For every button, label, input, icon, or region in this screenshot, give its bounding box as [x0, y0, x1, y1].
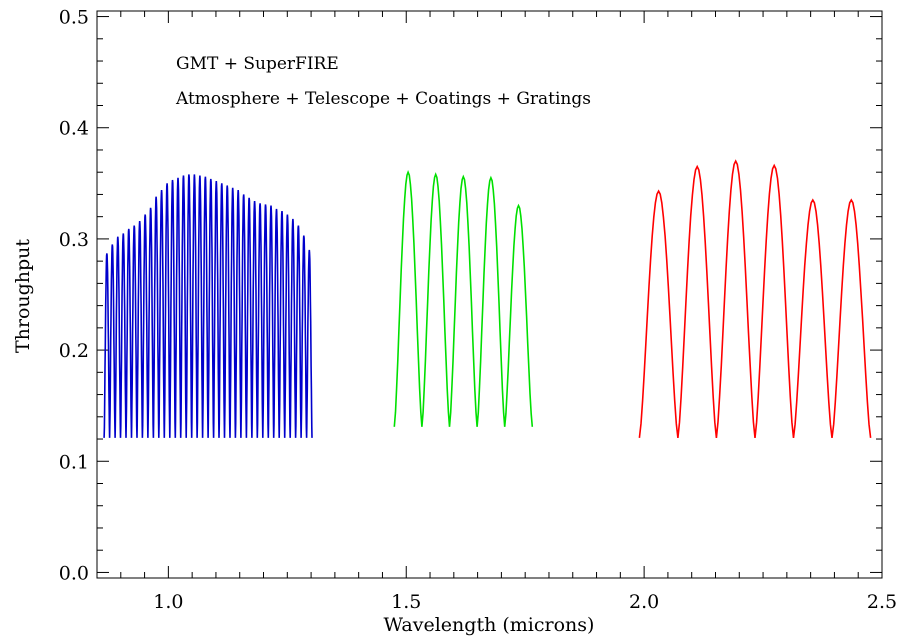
series-line — [393, 169, 534, 427]
annotation-components: Atmosphere + Telescope + Coatings + Grat… — [175, 89, 591, 109]
y-tick-label: 0.0 — [59, 562, 89, 584]
y-tick-label: 0.5 — [59, 7, 89, 29]
tick-labels: 1.0 1.5 2.0 2.5 0.0 0.1 0.2 0.3 0.4 0.5 — [59, 7, 897, 613]
series-line — [638, 159, 872, 438]
axis-ticks — [96, 11, 883, 578]
y-tick-label: 0.2 — [59, 340, 89, 362]
x-tick-label: 1.5 — [391, 591, 421, 613]
y-tick-label: 0.1 — [59, 451, 89, 473]
y-tick-label: 0.4 — [59, 118, 89, 140]
x-axis-label: Wavelength (microns) — [384, 614, 595, 636]
plot-frame — [96, 10, 883, 579]
x-tick-label: 2.0 — [629, 591, 659, 613]
x-tick-label: 1.0 — [153, 591, 183, 613]
series-layer — [103, 159, 872, 438]
x-tick-label: 2.5 — [867, 591, 897, 613]
series-line — [103, 174, 313, 438]
y-axis-label: Throughput — [12, 239, 34, 353]
y-tick-label: 0.3 — [59, 229, 89, 251]
annotation-title: GMT + SuperFIRE — [176, 54, 339, 74]
